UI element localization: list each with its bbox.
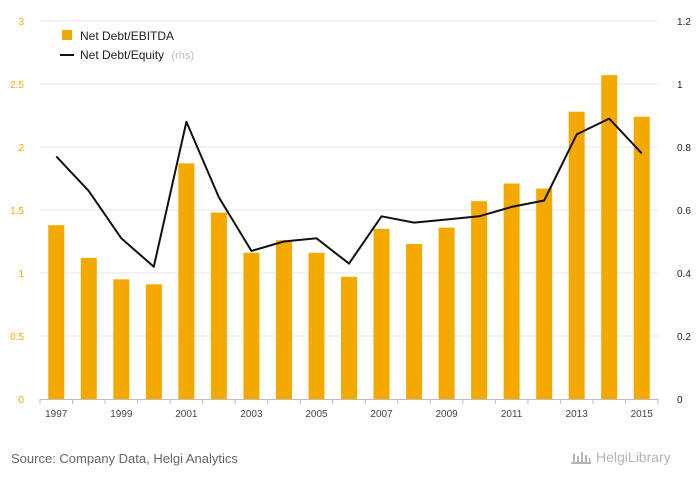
y-right-tick-label: 0 bbox=[677, 395, 683, 406]
bar-2011 bbox=[503, 183, 520, 399]
x-tick-label: 2001 bbox=[175, 409, 198, 420]
source-note: Source: Company Data, Helgi Analytics bbox=[11, 451, 238, 466]
library-columns-icon bbox=[570, 449, 592, 465]
bar-series-net-debt-ebitda bbox=[48, 75, 650, 400]
bar-2001 bbox=[178, 163, 195, 399]
y-left-tick-label: 2.5 bbox=[10, 80, 24, 91]
legend-label-equity-note: (rhs) bbox=[171, 50, 194, 62]
bar-2006 bbox=[341, 276, 357, 399]
y-left-tick-label: 2 bbox=[18, 143, 24, 154]
legend-marker-ebitda bbox=[62, 30, 72, 40]
y-left-tick-label: 0 bbox=[18, 395, 24, 406]
gridlines bbox=[40, 20, 658, 337]
legend-label-equity-text: Net Debt/Equity bbox=[80, 48, 164, 62]
line-series-net-debt-equity bbox=[55, 117, 643, 268]
line-path bbox=[55, 117, 643, 268]
x-tick-label: 2011 bbox=[501, 409, 523, 420]
bar-2013 bbox=[568, 111, 585, 399]
bar-1997 bbox=[48, 225, 65, 399]
x-tick-label: 2013 bbox=[566, 409, 589, 420]
y-left-tick-label: 1 bbox=[18, 269, 24, 280]
legend-label-ebitda: Net Debt/EBITDA bbox=[80, 29, 174, 43]
x-tick-label: 2007 bbox=[370, 409, 393, 420]
x-tick-label: 2005 bbox=[305, 409, 328, 420]
legend: Net Debt/EBITDA Net Debt/Equity (rhs) bbox=[60, 29, 194, 62]
bar-2009 bbox=[438, 227, 455, 399]
y-left-tick-label: 3 bbox=[18, 17, 24, 28]
x-tick-label: 2009 bbox=[435, 409, 458, 420]
x-tick-label: 2003 bbox=[240, 409, 263, 420]
bar-1998 bbox=[80, 257, 97, 399]
brand-logo[interactable]: HelgiLibrary bbox=[570, 449, 671, 465]
x-tick-label: 1999 bbox=[110, 409, 133, 420]
bar-2007 bbox=[373, 228, 390, 399]
y-right-tick-label: 0.6 bbox=[677, 206, 691, 217]
bar-2015 bbox=[633, 116, 650, 399]
y-right-tick-label: 0.2 bbox=[677, 332, 691, 343]
bar-2008 bbox=[406, 244, 423, 399]
y-right-tick-label: 1 bbox=[677, 80, 683, 91]
x-tick-label: 1997 bbox=[45, 409, 68, 420]
y-left-tick-label: 0.5 bbox=[10, 332, 24, 343]
bar-2012 bbox=[536, 188, 553, 399]
brand-name: HelgiLibrary bbox=[596, 449, 671, 465]
bar-2010 bbox=[471, 201, 488, 399]
bar-2014 bbox=[601, 75, 618, 400]
bar-2002 bbox=[210, 212, 227, 399]
bar-2003 bbox=[243, 252, 260, 399]
bar-2004 bbox=[275, 240, 292, 399]
axes: 0 0.5 1 1.5 2 2.5 3 0 0.2 0.4 0.6 0.8 1 1.2 1997 1999 20… bbox=[10, 17, 691, 420]
y-right-tick-label: 0.8 bbox=[677, 143, 691, 154]
y-right-tick-label: 0.4 bbox=[677, 269, 691, 280]
y-right-tick-label: 1.2 bbox=[677, 17, 691, 28]
legend-label-equity: Net Debt/Equity (rhs) bbox=[80, 48, 194, 62]
x-tick-label: 2015 bbox=[631, 409, 654, 420]
y-left-tick-label: 1.5 bbox=[10, 206, 24, 217]
bar-2005 bbox=[308, 252, 325, 399]
bar-2000 bbox=[145, 284, 162, 399]
bar-1999 bbox=[113, 279, 130, 399]
chart-area: 0 0.5 1 1.5 2 2.5 3 0 0.2 0.4 0.6 0.8 1 1.2 1997 1999 20… bbox=[10, 17, 691, 420]
